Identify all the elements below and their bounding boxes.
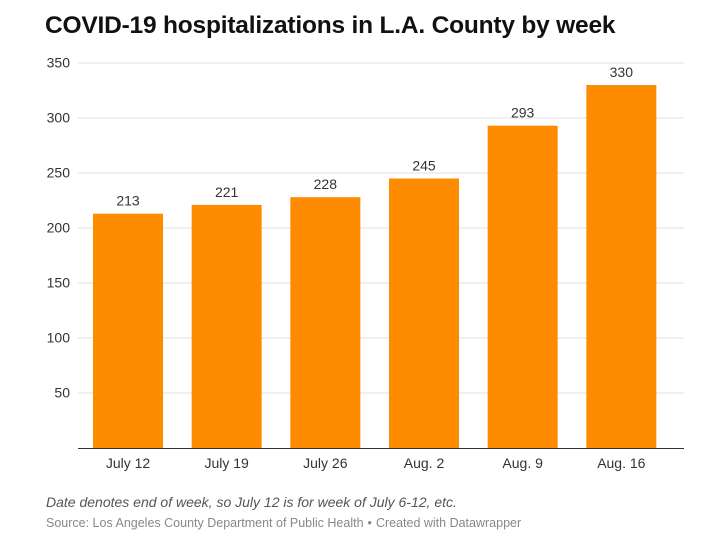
y-tick-label: 150 — [47, 275, 71, 291]
bar — [586, 85, 657, 448]
source-separator: • — [367, 516, 372, 530]
y-tick-label: 100 — [47, 330, 71, 346]
bar — [487, 125, 558, 448]
bar — [93, 213, 163, 448]
x-tick-label: Aug. 9 — [502, 455, 543, 471]
data-labels: 213 221 228 245 293 330 — [116, 64, 633, 209]
bar-value-label: 245 — [412, 158, 436, 174]
bar — [290, 197, 361, 448]
bar-value-label: 228 — [314, 176, 338, 192]
y-tick-label: 200 — [47, 220, 71, 236]
x-tick-label: July 12 — [106, 455, 151, 471]
chart-title: COVID-19 hospitalizations in L.A. County… — [45, 12, 616, 39]
gridlines — [78, 62, 684, 394]
y-tick-label: 350 — [47, 55, 71, 71]
y-tick-label: 50 — [54, 385, 70, 401]
source-line: Source: Los Angeles County Department of… — [46, 516, 521, 530]
bar-value-label: 330 — [610, 64, 634, 80]
x-tick-label: July 19 — [204, 455, 249, 471]
x-tick-label: Aug. 16 — [597, 455, 645, 471]
y-axis-ticks: 50 100 150 200 250 300 350 — [47, 55, 71, 401]
y-tick-label: 250 — [47, 165, 71, 181]
x-tick-label: July 26 — [303, 455, 348, 471]
bar — [191, 204, 262, 448]
bar — [389, 178, 459, 448]
bar-value-label: 221 — [215, 184, 239, 200]
chart-note: Date denotes end of week, so July 12 is … — [46, 494, 457, 510]
datawrapper-credit: Created with Datawrapper — [375, 516, 522, 530]
bar-value-label: 293 — [511, 105, 535, 121]
source-label: Source: Los Angeles County Department of… — [46, 516, 364, 530]
y-tick-label: 300 — [47, 110, 71, 126]
bars — [93, 85, 657, 448]
x-tick-label: Aug. 2 — [404, 455, 445, 471]
x-axis-ticks: July 12 July 19 July 26 Aug. 2 Aug. 9 Aug. 16 — [106, 455, 646, 471]
bar-value-label: 213 — [116, 193, 140, 209]
